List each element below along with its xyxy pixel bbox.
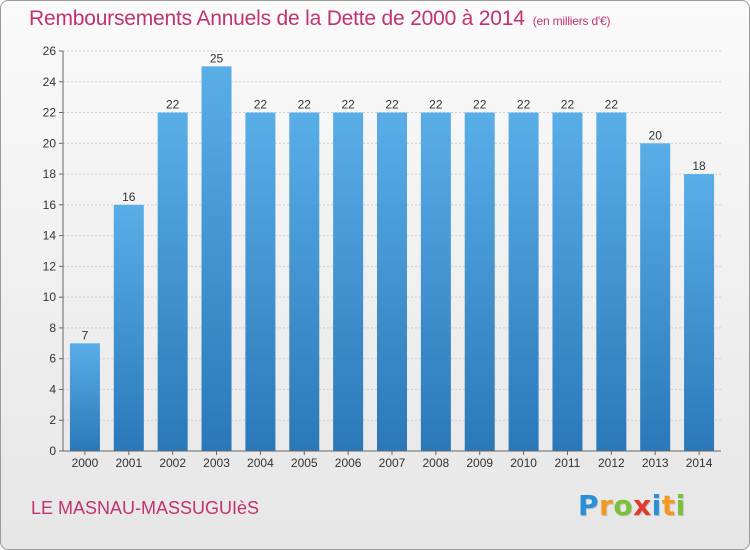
data-label: 22 [385, 98, 399, 112]
y-tick-label: 0 [49, 444, 56, 458]
logo-letter: r [599, 489, 614, 522]
data-label: 22 [561, 98, 575, 112]
unit-label: (en milliers d'€) [532, 14, 611, 28]
data-label: 22 [517, 98, 531, 112]
data-label: 22 [341, 98, 355, 112]
x-tick-label: 2005 [291, 456, 318, 470]
bar [684, 174, 715, 452]
logo-letter: x [633, 489, 652, 522]
y-tick-label: 10 [43, 290, 57, 304]
y-tick-label: 20 [43, 136, 57, 150]
data-label: 22 [166, 98, 180, 112]
y-tick-label: 26 [43, 44, 57, 58]
x-tick-label: 2012 [598, 456, 625, 470]
x-tick-label: 2011 [555, 456, 581, 470]
bar [157, 112, 188, 452]
bar [508, 112, 539, 452]
data-label: 25 [210, 51, 224, 65]
bar [69, 343, 100, 451]
chart-title-text: Remboursements Annuels de la Dette de 20… [29, 7, 525, 30]
chart-title: Remboursements Annuels de la Dette de 20… [29, 7, 610, 31]
logo-letter: i [675, 489, 686, 522]
bar-chart: 0246810121416182022242672000162001222002… [43, 44, 721, 470]
bar [289, 112, 320, 452]
proxiti-logo: Proxiti [578, 489, 686, 522]
y-tick-label: 24 [43, 75, 57, 89]
bar [245, 112, 276, 452]
data-label: 7 [82, 328, 89, 342]
bar [552, 112, 583, 452]
x-tick-label: 2009 [466, 456, 493, 470]
x-tick-label: 2003 [203, 456, 230, 470]
y-tick-label: 22 [43, 106, 57, 120]
data-label: 22 [473, 98, 487, 112]
bar [420, 112, 451, 452]
logo-letter: o [613, 489, 634, 522]
x-tick-label: 2002 [159, 456, 186, 470]
bar [596, 112, 627, 452]
x-tick-label: 2014 [686, 456, 713, 470]
y-tick-label: 12 [43, 259, 57, 273]
y-tick-label: 2 [49, 413, 56, 427]
data-label: 22 [298, 98, 312, 112]
logo-letter: t [661, 489, 676, 522]
commune-name: LE MASNAU-MASSUGUIèS [31, 498, 260, 518]
y-tick-label: 14 [43, 229, 57, 243]
logo-letter: P [578, 489, 600, 522]
data-label: 22 [254, 98, 268, 112]
bar [640, 143, 671, 452]
x-tick-label: 2008 [423, 456, 450, 470]
bar [464, 112, 495, 452]
data-label: 16 [122, 190, 136, 204]
bar [377, 112, 407, 452]
y-tick-label: 16 [43, 198, 57, 212]
y-tick-label: 8 [49, 321, 56, 335]
y-tick-label: 6 [49, 352, 56, 366]
data-label: 22 [605, 98, 619, 112]
x-tick-label: 2001 [115, 456, 142, 470]
y-tick-label: 4 [49, 382, 56, 396]
y-tick-label: 18 [43, 167, 57, 181]
x-tick-label: 2006 [335, 456, 362, 470]
bar [113, 204, 144, 451]
bar [201, 66, 232, 451]
logo-letter: i [651, 489, 662, 522]
x-tick-label: 2000 [72, 456, 99, 470]
x-tick-label: 2013 [642, 456, 669, 470]
x-tick-label: 2004 [247, 456, 274, 470]
data-label: 18 [692, 159, 706, 173]
bar [333, 112, 364, 452]
x-tick-label: 2010 [510, 456, 537, 470]
x-tick-label: 2007 [379, 456, 406, 470]
data-label: 22 [429, 98, 443, 112]
data-label: 20 [649, 128, 663, 142]
